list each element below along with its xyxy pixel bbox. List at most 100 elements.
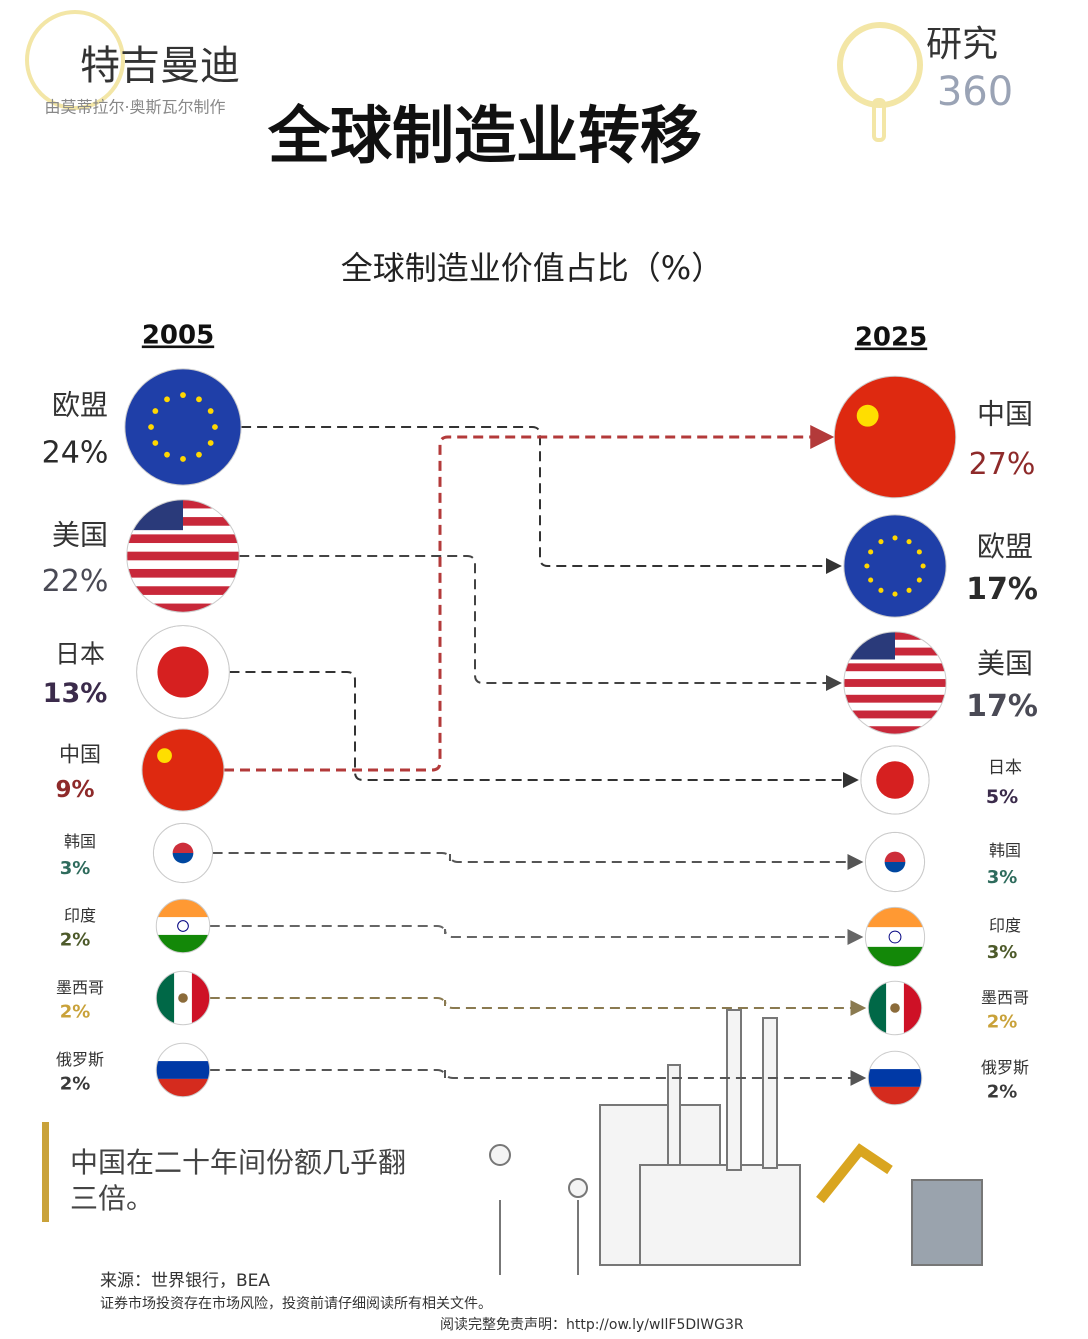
flag-wheel	[888, 930, 902, 944]
series-name: 俄罗斯	[981, 1058, 1029, 1077]
note: 中国在二十年间份额几乎翻三倍。	[70, 1146, 406, 1215]
flag	[834, 376, 956, 498]
flag-star	[196, 396, 202, 403]
series-name: 日本	[988, 758, 1022, 778]
flag	[868, 1051, 922, 1105]
flag-star	[878, 587, 884, 593]
flag-emblem	[178, 993, 188, 1003]
flag-taeguk	[172, 842, 194, 853]
flag-bg	[834, 376, 956, 498]
flag-star	[164, 396, 170, 403]
flag-outline	[867, 980, 923, 1036]
year-label: 2025	[855, 323, 927, 353]
flag	[865, 907, 925, 967]
flag-star	[212, 424, 218, 430]
flag-band	[156, 1078, 210, 1097]
flag-band	[156, 899, 210, 918]
flag-taeguk	[172, 853, 194, 864]
value-label: 9%	[55, 777, 94, 803]
connector	[224, 425, 835, 772]
flag-wheel	[177, 920, 189, 932]
flag-stripe	[126, 568, 240, 578]
value-label: 27%	[969, 447, 1036, 482]
note-bar	[42, 1122, 49, 1222]
flag-stripe	[843, 679, 947, 687]
flag-stripe	[126, 534, 240, 544]
series-name: 美国	[977, 647, 1033, 680]
flag-band	[868, 981, 887, 1035]
flag-stripe	[843, 710, 947, 719]
flag-outline	[864, 906, 926, 968]
connector	[212, 852, 864, 870]
series-name: 印度	[989, 916, 1021, 935]
series-name: 中国	[977, 398, 1033, 431]
flag-band	[903, 981, 922, 1035]
connector	[209, 997, 867, 1016]
flag-sun	[157, 646, 209, 698]
value-label: 17%	[966, 689, 1038, 724]
flag-band	[868, 1069, 922, 1087]
flag-band	[156, 971, 175, 1025]
series-name: 日本	[55, 640, 105, 669]
brand: 特吉曼迪	[80, 43, 240, 89]
flag-outline	[152, 822, 214, 884]
flag-star	[868, 577, 874, 583]
disclaimer: 证券市场投资存在市场风险，投资前请仔细阅读所有相关文件。	[100, 1295, 492, 1312]
flag-star	[207, 440, 214, 446]
flag-star	[856, 404, 879, 427]
series-name: 墨西哥	[56, 978, 104, 997]
flag-star	[916, 577, 922, 583]
year-label: 2005	[142, 321, 214, 351]
flag-sun	[876, 761, 914, 799]
factory-illustration	[489, 1009, 983, 1275]
flag-band	[868, 1086, 922, 1105]
flag-star	[878, 539, 884, 545]
flag-band	[865, 946, 925, 967]
flag-outline	[124, 368, 242, 486]
link: 阅读完整免责声明：http://ow.ly/wIlF5DIWG3R	[440, 1316, 744, 1333]
flag-star	[920, 563, 926, 569]
flag-star	[906, 539, 912, 545]
flag-star	[196, 451, 202, 458]
flag	[868, 981, 922, 1035]
flag-outline	[843, 514, 947, 618]
flag-stripe	[126, 603, 240, 613]
flag	[136, 625, 230, 719]
flag	[142, 729, 224, 811]
flag	[865, 832, 925, 892]
partner: 研究	[926, 24, 998, 65]
flag-stripe	[843, 663, 947, 672]
value-label: 5%	[986, 786, 1018, 808]
flag-star	[164, 451, 170, 458]
flag	[156, 971, 210, 1025]
flag-outline	[126, 499, 240, 613]
flag-outline	[860, 745, 930, 815]
series-name: 墨西哥	[981, 988, 1029, 1007]
flag-star	[868, 549, 874, 555]
value-label: 2%	[987, 1012, 1018, 1033]
brand-ring	[25, 10, 125, 110]
flag-band	[191, 971, 210, 1025]
flag-outline	[155, 1042, 211, 1098]
flag-outline	[843, 631, 947, 735]
flag-outline	[867, 1050, 923, 1106]
flag	[860, 745, 930, 815]
flag-star	[180, 392, 186, 398]
connector	[229, 671, 859, 788]
flag-outline	[833, 375, 957, 499]
flag-star	[916, 549, 922, 555]
flag	[156, 1043, 210, 1097]
partner-handle	[872, 98, 886, 142]
flag-band	[156, 934, 210, 953]
flag-outline	[155, 970, 211, 1026]
series-name: 欧盟	[977, 530, 1033, 563]
value-label: 2%	[60, 1074, 91, 1095]
flag-taeguk	[884, 862, 906, 873]
flag	[156, 899, 210, 953]
flag-star	[148, 424, 154, 430]
flag-star	[864, 563, 870, 569]
series-name: 俄罗斯	[56, 1050, 104, 1069]
series-name: 韩国	[64, 832, 96, 851]
flag-outline	[141, 728, 225, 812]
flag-star	[152, 440, 159, 446]
